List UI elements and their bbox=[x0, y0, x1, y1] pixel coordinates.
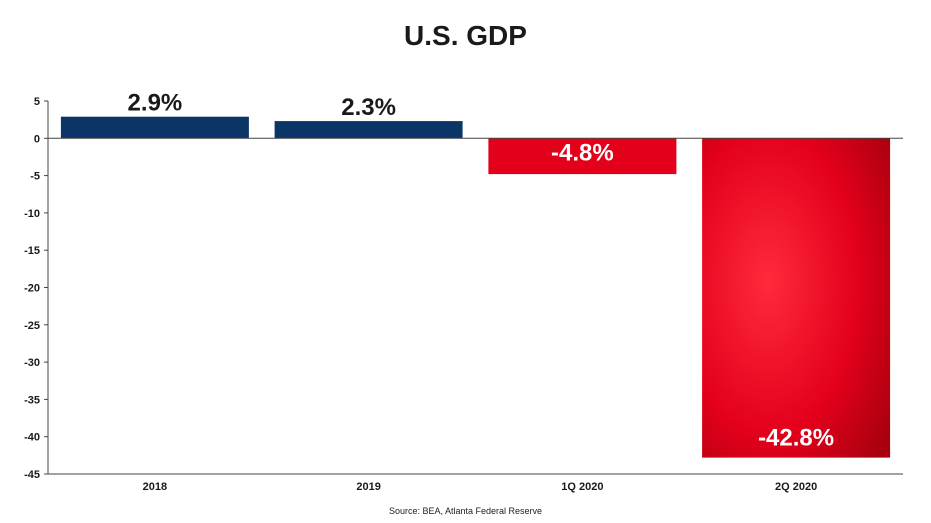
virus-spike bbox=[632, 176, 640, 179]
virus-spike-tip bbox=[856, 456, 863, 458]
virus-spike-tip bbox=[534, 111, 540, 117]
data-label-3: -42.8% bbox=[758, 425, 834, 452]
chart-source-note: Source: BEA, Atlanta Federal Reserve bbox=[388, 506, 543, 516]
virus-spike-tip bbox=[578, 192, 584, 198]
bar-2 bbox=[488, 138, 677, 175]
virus-spike bbox=[581, 188, 587, 195]
bars-layer bbox=[60, 116, 891, 458]
y-tick-label-9: -40 bbox=[24, 432, 40, 444]
y-tick-label-1: 0 bbox=[34, 133, 40, 145]
y-tick-label-6: -25 bbox=[24, 320, 40, 332]
y-tick-label-4: -15 bbox=[24, 245, 40, 257]
virus-spike bbox=[809, 456, 812, 458]
y-tick-label-7: -30 bbox=[24, 357, 40, 369]
x-tick-label-3: 2Q 2020 bbox=[775, 481, 817, 493]
x-tick-label-1: 2019 bbox=[356, 481, 380, 493]
virus-spike-tip bbox=[512, 178, 518, 184]
y-tick-label-10: -45 bbox=[24, 469, 40, 481]
y-tick-label-5: -20 bbox=[24, 283, 40, 295]
virus-spike bbox=[833, 462, 834, 471]
virus-spike bbox=[498, 127, 505, 132]
virus-spike-tip bbox=[495, 124, 501, 130]
virus-spike bbox=[603, 195, 604, 204]
virus-spike bbox=[534, 114, 537, 123]
y-tick-label-0: 5 bbox=[34, 96, 40, 108]
x-tick-label-0: 2018 bbox=[143, 481, 167, 493]
virus-spike bbox=[621, 190, 626, 198]
virus-spike-tip bbox=[623, 195, 629, 201]
virus-spike-tip bbox=[804, 461, 810, 467]
virus-spike-tip bbox=[512, 111, 518, 117]
y-tick-label-8: -35 bbox=[24, 394, 40, 406]
data-label-1: 2.3% bbox=[341, 94, 396, 121]
axis-layer: 5 0 -5 -10 -15 -20 -25 -30 -35 -40 -45 bbox=[24, 96, 903, 481]
y-tick-label-3: -10 bbox=[24, 208, 40, 220]
data-label-2: -4.8% bbox=[551, 139, 614, 166]
virus-spike bbox=[515, 114, 518, 123]
y-tick-label-2: -5 bbox=[30, 171, 40, 183]
virus-spike-tip bbox=[638, 176, 644, 182]
bar-0 bbox=[60, 116, 249, 139]
virus-spike-tip bbox=[627, 138, 632, 139]
virus-spike-tip bbox=[534, 178, 540, 184]
data-label-0: 2.9% bbox=[128, 90, 183, 117]
virus-spike bbox=[607, 127, 608, 136]
labels-layer: 2.9% 2018 2.3% 2019 -4.8% 1Q 2020 -42.8% 2Q 202… bbox=[128, 90, 835, 493]
virus-spike-tip bbox=[604, 124, 610, 130]
x-tick-label-2: 1Q 2020 bbox=[561, 481, 603, 493]
virus-spike-tip bbox=[581, 130, 587, 136]
virus-spike-tip bbox=[551, 124, 557, 130]
chart-title: U.S. GDP bbox=[404, 20, 527, 51]
virus-spike bbox=[547, 127, 554, 132]
virus-spike-tip bbox=[600, 201, 606, 207]
bar-1 bbox=[274, 121, 463, 139]
bar-3 bbox=[702, 138, 891, 458]
virus-spike-tip bbox=[831, 468, 837, 474]
